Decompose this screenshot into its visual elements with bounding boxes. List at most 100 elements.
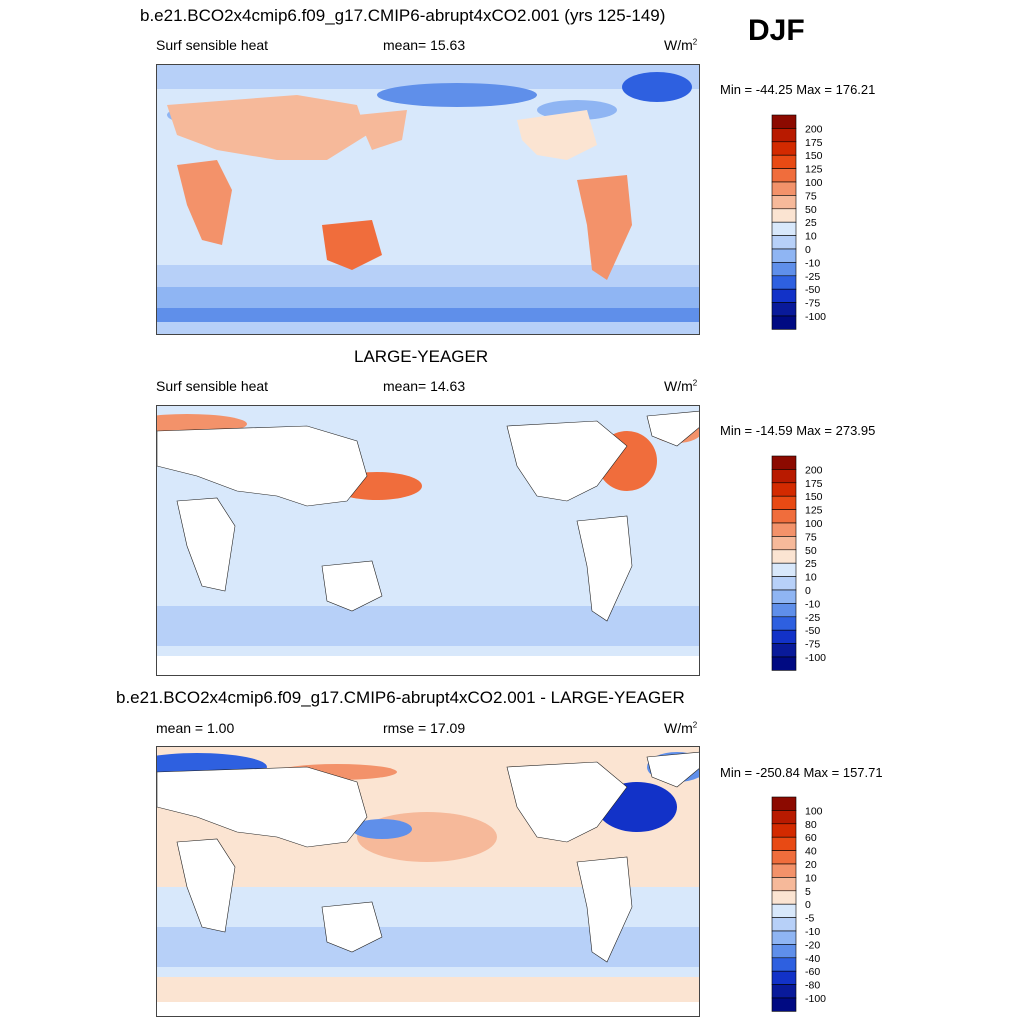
panel3-units: W/m2: [664, 720, 698, 736]
panel2-mean-label: mean= 14.63: [383, 378, 466, 394]
colorbar-tick-label: -50: [805, 284, 820, 296]
colorbar-tick-label: -40: [805, 953, 820, 965]
panel1-minmax: Min = -44.25 Max = 176.21: [720, 82, 876, 97]
colorbar-swatch: [771, 221, 797, 236]
colorbar-tick-label: 25: [805, 217, 817, 229]
panel1-title: b.e21.BCO2x4cmip6.f09_g17.CMIP6-abrupt4x…: [140, 6, 666, 25]
colorbar-tick-label: -25: [805, 612, 820, 624]
colorbar-tick-label: 0: [805, 899, 811, 911]
colorbar-swatch: [771, 957, 797, 972]
colorbar-tick-label: 5: [805, 886, 811, 898]
colorbar-swatch: [771, 141, 797, 156]
colorbar-swatch: [771, 114, 797, 129]
panel2-units: W/m2: [664, 378, 698, 394]
colorbar-swatch: [771, 643, 797, 658]
colorbar-swatch: [771, 208, 797, 223]
colorbar-tick-label: 20: [805, 859, 817, 871]
colorbar-tick-label: -60: [805, 966, 820, 978]
colorbar-swatch: [771, 616, 797, 631]
colorbar-swatch: [771, 509, 797, 524]
colorbar-swatch: [771, 903, 797, 918]
colorbar-tick-label: 175: [805, 478, 823, 490]
colorbar-tick-label: 175: [805, 137, 823, 149]
colorbar-swatch: [771, 997, 797, 1012]
colorbar-tick-label: 10: [805, 231, 817, 243]
colorbar-swatch: [771, 495, 797, 510]
colorbar-tick-label: 60: [805, 832, 817, 844]
colorbar-tick-label: 25: [805, 558, 817, 570]
colorbar-tick-label: 10: [805, 572, 817, 584]
colorbar-swatch: [771, 275, 797, 290]
colorbar-swatch: [771, 522, 797, 537]
colorbar-tick-label: 100: [805, 518, 823, 530]
colorbar-tick-label: -75: [805, 639, 820, 651]
colorbar-swatch: [771, 970, 797, 985]
colorbar-tick-label: 75: [805, 190, 817, 202]
colorbar-swatch: [771, 168, 797, 183]
colorbar-swatch: [771, 796, 797, 811]
panel1-map: [156, 64, 700, 335]
colorbar-tick-label: 80: [805, 819, 817, 831]
panel2-colorbar: 200 175 150 125 100 75 50 25 10 0 -10 -25 -50 -75 -100: [771, 455, 852, 671]
colorbar-swatch: [771, 576, 797, 591]
panel3-rmse-label: rmse = 17.09: [383, 720, 466, 736]
colorbar-swatch: [771, 930, 797, 945]
colorbar-swatch: [771, 455, 797, 470]
colorbar-swatch: [771, 262, 797, 277]
colorbar-tick-label: 0: [805, 244, 811, 256]
colorbar-tick-label: 50: [805, 545, 817, 557]
colorbar-tick-label: 40: [805, 846, 817, 858]
colorbar-tick-label: 150: [805, 150, 823, 162]
colorbar-tick-label: 200: [805, 464, 823, 476]
colorbar-tick-label: -50: [805, 625, 820, 637]
colorbar-tick-label: -10: [805, 257, 820, 269]
colorbar-tick-label: 125: [805, 505, 823, 517]
colorbar-tick-label: -100: [805, 993, 826, 1005]
colorbar-swatch: [771, 562, 797, 577]
colorbar-swatch: [771, 315, 797, 330]
colorbar-tick-label: -75: [805, 298, 820, 310]
colorbar-tick-label: -100: [805, 311, 826, 323]
panel2-field: [157, 406, 699, 675]
panel1-units: W/m2: [664, 37, 698, 53]
colorbar-swatch: [771, 589, 797, 604]
colorbar-tick-label: 150: [805, 491, 823, 503]
colorbar-tick-label: -80: [805, 980, 820, 992]
colorbar-swatch: [771, 877, 797, 892]
colorbar-tick-label: 100: [805, 805, 823, 817]
panel1-field: [157, 65, 699, 334]
colorbar-tick-label: -5: [805, 913, 814, 925]
colorbar-tick-label: -100: [805, 652, 826, 664]
colorbar-tick-label: 0: [805, 585, 811, 597]
colorbar-swatch: [771, 984, 797, 999]
colorbar-swatch: [771, 823, 797, 838]
colorbar-tick-label: 100: [805, 177, 823, 189]
colorbar-swatch: [771, 469, 797, 484]
colorbar-swatch: [771, 863, 797, 878]
colorbar-swatch: [771, 248, 797, 263]
colorbar-swatch: [771, 850, 797, 865]
panel2-title: LARGE-YEAGER: [354, 347, 489, 366]
colorbar-swatch: [771, 656, 797, 671]
colorbar-tick-label: 50: [805, 204, 817, 216]
colorbar-swatch: [771, 944, 797, 959]
panel1-colorbar: 200 175 150 125 100 75 50 25 10 0 -10 -25 -50 -75 -100: [771, 114, 852, 330]
panel2-minmax: Min = -14.59 Max = 273.95: [720, 423, 876, 438]
colorbar-swatch: [771, 917, 797, 932]
colorbar-swatch: [771, 302, 797, 317]
colorbar-tick-label: 10: [805, 872, 817, 884]
colorbar-tick-label: 75: [805, 531, 817, 543]
colorbar-swatch: [771, 536, 797, 551]
colorbar-tick-label: -25: [805, 271, 820, 283]
panel3-map: [156, 746, 700, 1017]
panel3-field: [157, 747, 699, 1016]
panel3-mean-label: mean = 1.00: [156, 720, 235, 736]
colorbar-tick-label: 200: [805, 123, 823, 135]
colorbar-swatch: [771, 288, 797, 303]
colorbar-swatch: [771, 836, 797, 851]
colorbar-swatch: [771, 154, 797, 169]
colorbar-swatch: [771, 482, 797, 497]
